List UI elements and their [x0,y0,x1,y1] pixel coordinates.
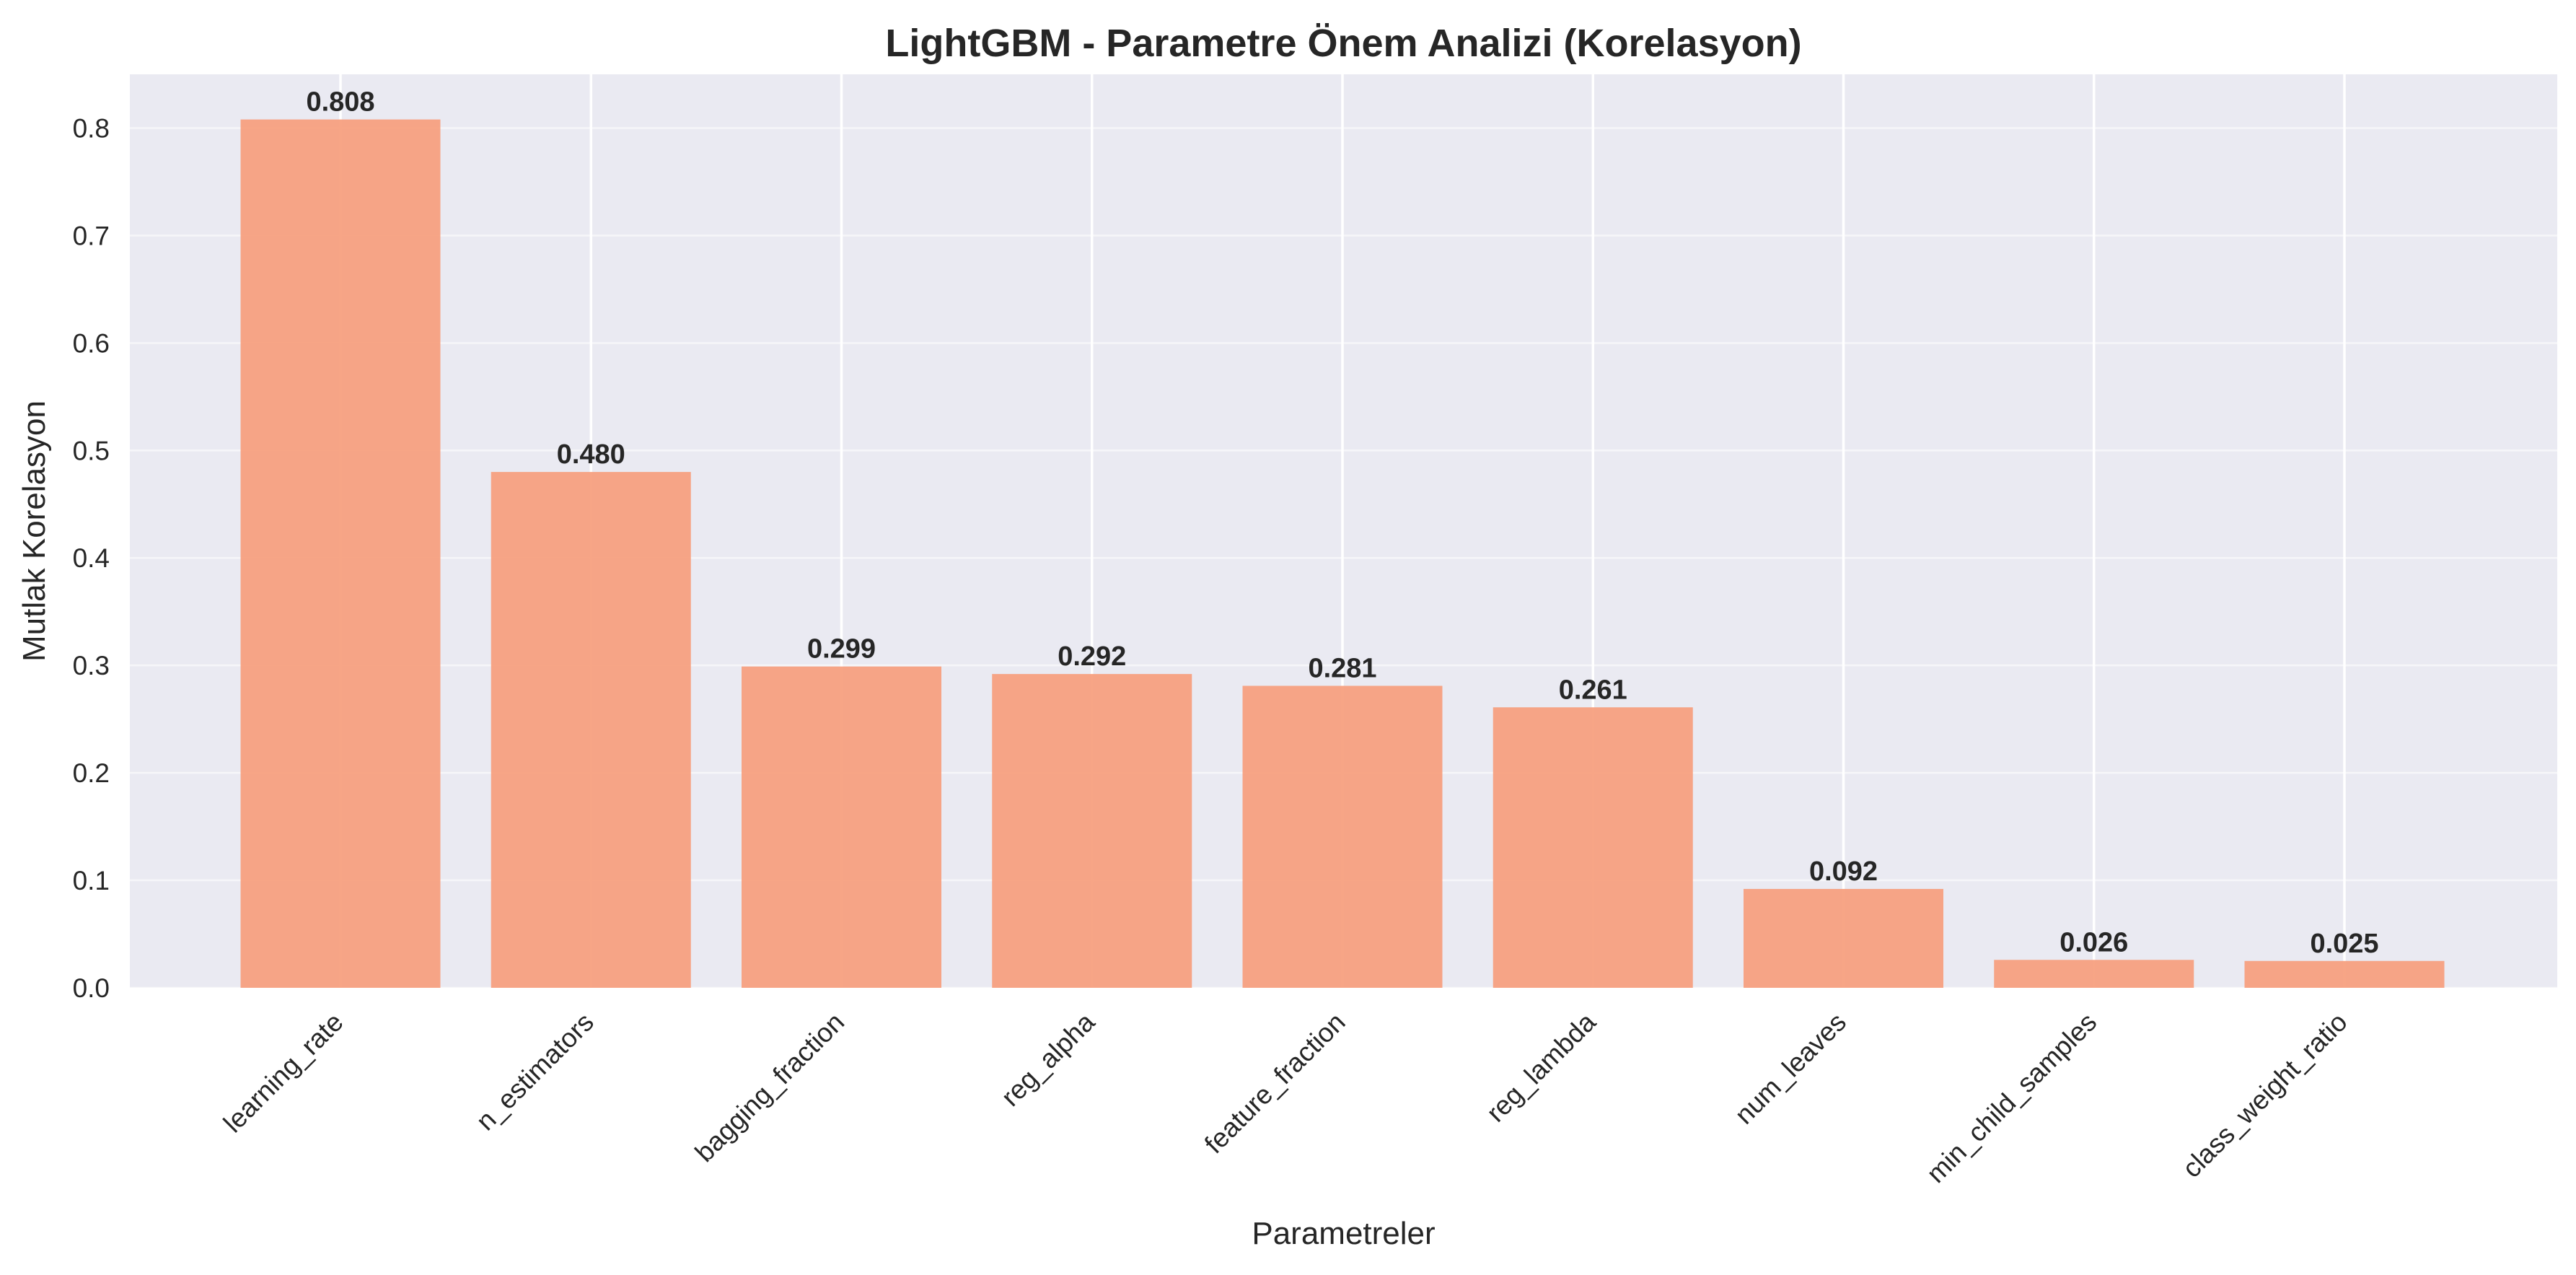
y-tick-label: 0.4 [73,543,110,573]
y-tick-label: 0.3 [73,651,110,680]
bar-n-estimators [491,472,691,988]
bar-value-label: 0.480 [557,439,625,470]
bar-value-labels: 0.808 0.480 0.299 0.292 0.281 0.261 0.092 0.026… [306,87,2378,959]
y-tick-label: 0.8 [73,113,110,143]
y-axis-label: Mutlak Korelasyon [17,400,52,662]
bar-value-label: 0.281 [1308,653,1376,683]
y-tick-label: 0.1 [73,866,110,895]
bar-class-weight-ratio [2244,960,2445,988]
bar-learning-rate [240,119,441,988]
bar-value-label: 0.025 [2310,929,2378,959]
y-tick-label: 0.5 [73,436,110,465]
bar-value-label: 0.299 [807,634,876,665]
bar-min-child-samples [1994,960,2194,988]
bar-value-label: 0.261 [1559,675,1627,705]
bars [240,119,2445,988]
bar-bagging-fraction [742,666,941,988]
y-tick-label: 0.7 [73,221,110,250]
bar-reg-alpha [992,674,1192,988]
bar-value-label: 0.808 [306,87,374,118]
bar-feature-fraction [1242,685,1443,988]
y-axis-ticks: 0.0 0.1 0.2 0.3 0.4 0.5 0.6 0.7 0.8 [73,113,110,1003]
chart-title: LightGBM - Parametre Önem Analizi (Korel… [885,22,1801,65]
bar-value-label: 0.092 [1809,856,1878,887]
bar-num-leaves [1744,888,1943,988]
bar-value-label: 0.292 [1058,641,1126,672]
y-tick-label: 0.0 [73,973,110,1003]
x-axis-label: Parametreler [1252,1216,1435,1251]
y-tick-label: 0.2 [73,758,110,788]
bar-reg-lambda [1493,707,1693,988]
y-tick-label: 0.6 [73,328,110,358]
bar-value-label: 0.026 [2060,927,2128,958]
